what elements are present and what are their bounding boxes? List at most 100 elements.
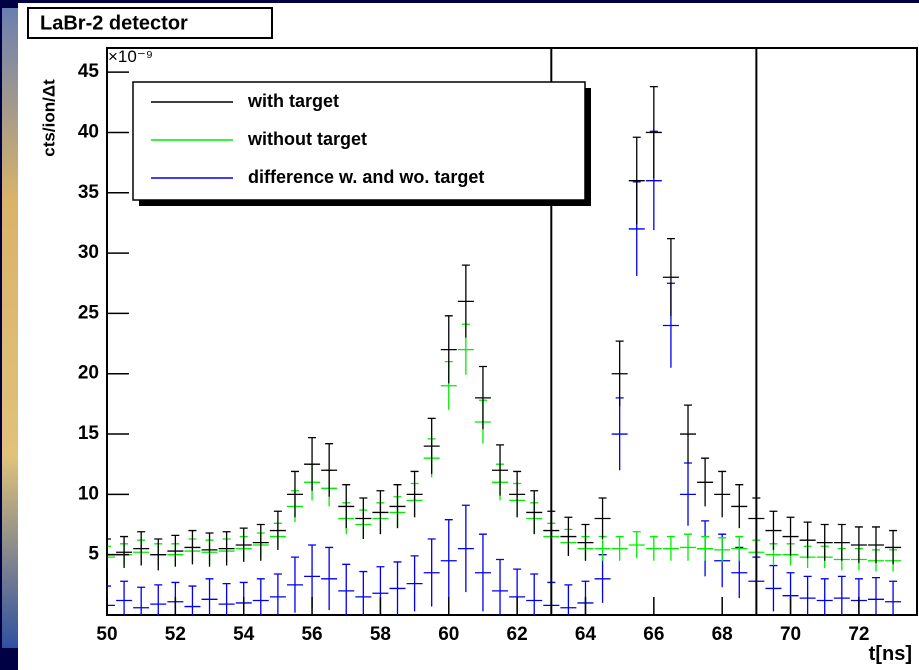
error-bar — [355, 570, 372, 615]
y-tick-label: 40 — [78, 121, 99, 142]
error-bar — [201, 578, 218, 615]
error-bar — [184, 529, 201, 565]
error-bar — [611, 535, 628, 561]
error-bar — [474, 533, 491, 612]
legend-label: difference w. and wo. target — [248, 167, 484, 187]
error-bar — [645, 85, 662, 179]
error-bar — [714, 537, 731, 562]
error-bar — [833, 575, 850, 615]
error-bar — [492, 444, 509, 496]
x-tick-label: 66 — [643, 624, 664, 645]
error-bar — [252, 578, 269, 615]
x-tick-label: 58 — [370, 624, 391, 645]
error-bar — [269, 510, 286, 550]
error-bar — [628, 531, 645, 559]
y-tick-label: 5 — [88, 544, 99, 565]
y-tick-label: 35 — [78, 182, 100, 203]
x-tick-label: 50 — [96, 624, 117, 645]
side-image — [2, 8, 18, 648]
x-tick-label: 52 — [165, 624, 186, 645]
error-bar — [885, 529, 902, 565]
legend: with target without target difference w. a… — [132, 81, 591, 206]
y-tick-label: 10 — [78, 483, 99, 504]
error-bar — [107, 545, 115, 568]
error-bar — [116, 580, 133, 615]
y-exponent: ×10⁻⁹ — [108, 47, 153, 66]
error-bar — [782, 516, 799, 556]
error-bar — [286, 470, 303, 518]
error-bar — [526, 573, 543, 615]
error-bar — [218, 582, 235, 615]
error-bar — [645, 535, 662, 561]
error-bar — [338, 563, 355, 615]
legend-label: with target — [247, 91, 339, 111]
error-bar — [355, 497, 372, 539]
axes: 5 10 15 20 25 30 35 40 45 50 52 54 56 58 60 62 64 66 68 70 7… — [78, 61, 870, 645]
x-tick-label: 70 — [780, 624, 801, 645]
x-tick-label: 62 — [507, 624, 528, 645]
plot-area — [107, 48, 902, 615]
error-bar — [526, 490, 543, 535]
error-bar — [406, 555, 423, 612]
x-tick-label: 68 — [712, 624, 733, 645]
error-bar — [389, 484, 406, 529]
title-box — [27, 7, 273, 39]
error-bar — [440, 315, 457, 384]
error-bar — [423, 538, 440, 607]
error-bar — [560, 516, 577, 556]
error-bar — [167, 534, 184, 567]
error-bar — [269, 573, 286, 615]
error-bar — [252, 523, 269, 561]
error-bar — [286, 556, 303, 613]
error-bar — [816, 523, 833, 561]
error-bar — [799, 575, 816, 615]
x-tick-label: 60 — [438, 624, 459, 645]
error-bar — [850, 526, 867, 564]
error-bar — [116, 535, 133, 568]
error-bar — [423, 417, 440, 474]
x-tick-label: 72 — [848, 624, 869, 645]
error-bar — [321, 546, 338, 611]
error-bar — [150, 584, 167, 615]
error-bar — [133, 531, 150, 566]
error-bar — [697, 457, 714, 507]
error-bar — [577, 523, 594, 561]
error-bar — [235, 527, 252, 562]
error-bar — [867, 526, 884, 564]
error-bar — [201, 532, 218, 567]
error-bar — [338, 484, 355, 529]
error-bar — [133, 586, 150, 615]
error-bar — [457, 264, 474, 338]
error-bar — [885, 580, 902, 615]
error-bar — [440, 519, 457, 602]
error-bar — [509, 568, 526, 615]
x-tick-label: 64 — [575, 624, 597, 645]
error-bar — [680, 462, 697, 526]
y-tick-label: 45 — [78, 61, 100, 82]
error-bar — [697, 535, 714, 561]
x-axis-label: t[ns] — [869, 643, 912, 665]
error-bar — [107, 585, 115, 615]
chart-title: LaBr-2 detector — [40, 12, 188, 34]
error-bar — [765, 510, 782, 550]
error-bar — [406, 470, 423, 518]
error-bar — [731, 484, 748, 529]
error-bar — [628, 136, 645, 225]
error-bar — [867, 576, 884, 615]
error-bar — [492, 558, 509, 615]
error-bar — [474, 365, 491, 430]
error-bar — [816, 578, 833, 615]
error-bar — [833, 523, 850, 561]
error-bar — [799, 521, 816, 559]
error-bar — [731, 535, 748, 561]
error-bar — [662, 535, 679, 561]
error-bar — [594, 497, 611, 539]
error-bar — [680, 404, 697, 463]
error-bar — [560, 584, 577, 615]
error-bar — [150, 538, 167, 571]
error-bar — [184, 585, 201, 615]
error-bar — [680, 533, 697, 561]
y-tick-label: 15 — [78, 423, 100, 444]
y-tick-label: 20 — [78, 363, 99, 384]
